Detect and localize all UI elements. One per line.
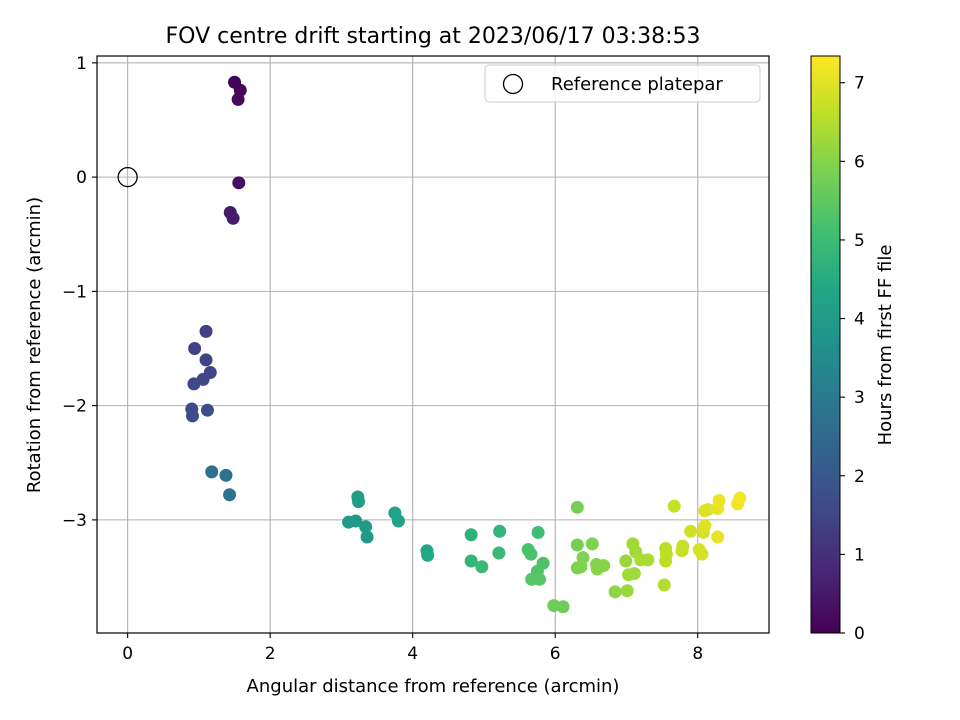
data-point [349,514,363,528]
data-point [464,528,478,542]
y-tick-label: −1 [62,282,87,302]
data-point [574,560,588,574]
data-point [620,584,634,598]
data-point [524,547,538,561]
reference-point [117,166,138,188]
y-axis-label: Rotation from reference (arcmin) [24,197,45,493]
data-point [205,465,219,479]
y-axis: 1 0 −1 −2 −3 [62,54,97,531]
data-point [493,524,507,538]
data-point [352,495,366,509]
data-point [590,562,604,576]
data-point [556,600,570,614]
data-point [733,491,747,505]
x-tick-label: 6 [550,644,561,664]
data-point [199,324,213,338]
data-point [232,176,246,190]
data-point [570,538,584,552]
data-point [421,548,435,562]
data-point [675,544,689,558]
x-axis-label: Angular distance from reference (arcmin) [247,676,620,697]
legend-box [484,64,761,103]
colorbar: 0 1 2 3 4 5 6 7 Hours from first FF file [810,55,896,644]
data-point [711,530,725,544]
data-point [475,560,489,574]
data-point [531,525,545,539]
data-point [627,567,641,581]
data-point [659,554,673,568]
colorbar-tick-label: 0 [854,624,865,644]
data-point [464,554,478,568]
data-point [199,353,213,367]
data-point [219,468,233,482]
data-point [391,514,405,528]
data-point [226,211,240,225]
data-point [200,403,214,417]
grid [97,56,769,633]
data-point [359,520,373,534]
data-point [608,585,622,599]
colorbar-ticks: 0 1 2 3 4 5 6 7 [840,74,865,644]
data-point [492,546,506,560]
data-point [701,503,715,517]
data-point [223,488,237,502]
data-point [698,519,712,533]
data-point [695,547,709,561]
data-point [187,377,201,391]
data-points [185,75,747,614]
data-point [684,524,698,538]
y-tick-label: 1 [76,54,87,74]
data-point [712,493,726,507]
chart-title: FOV centre drift starting at 2023/06/17 … [166,24,701,49]
data-point [188,341,202,355]
colorbar-tick-label: 7 [854,74,865,94]
colorbar-tick-label: 3 [854,388,865,408]
data-point [570,500,584,514]
x-axis: 0 2 4 6 8 [122,633,703,664]
legend-marker-icon [502,73,524,95]
colorbar-tick-label: 6 [854,152,865,172]
data-point [231,92,245,106]
plot-frame [96,55,770,634]
colorbar-tick-label: 4 [854,310,865,330]
y-tick-label: −3 [62,511,87,531]
data-point [619,554,633,568]
data-point [667,499,681,513]
data-point [657,578,671,592]
data-point [360,530,374,544]
legend: Reference platepar [484,64,761,103]
y-tick-label: 0 [76,168,87,188]
colorbar-tick-label: 2 [854,467,865,487]
colorbar-label: Hours from first FF file [875,245,896,446]
x-tick-label: 2 [265,644,276,664]
y-tick-label: −2 [62,397,87,417]
colorbar-tick-label: 1 [854,545,865,565]
data-point [533,572,547,586]
legend-entry: Reference platepar [551,74,723,95]
x-tick-label: 8 [692,644,703,664]
x-tick-label: 4 [407,644,418,664]
data-point [641,553,655,567]
x-tick-label: 0 [122,644,133,664]
colorbar-tick-label: 5 [854,231,865,251]
data-point [585,537,599,551]
data-point [185,409,199,423]
reference-marker [117,166,138,188]
colorbar-gradient [810,55,841,634]
